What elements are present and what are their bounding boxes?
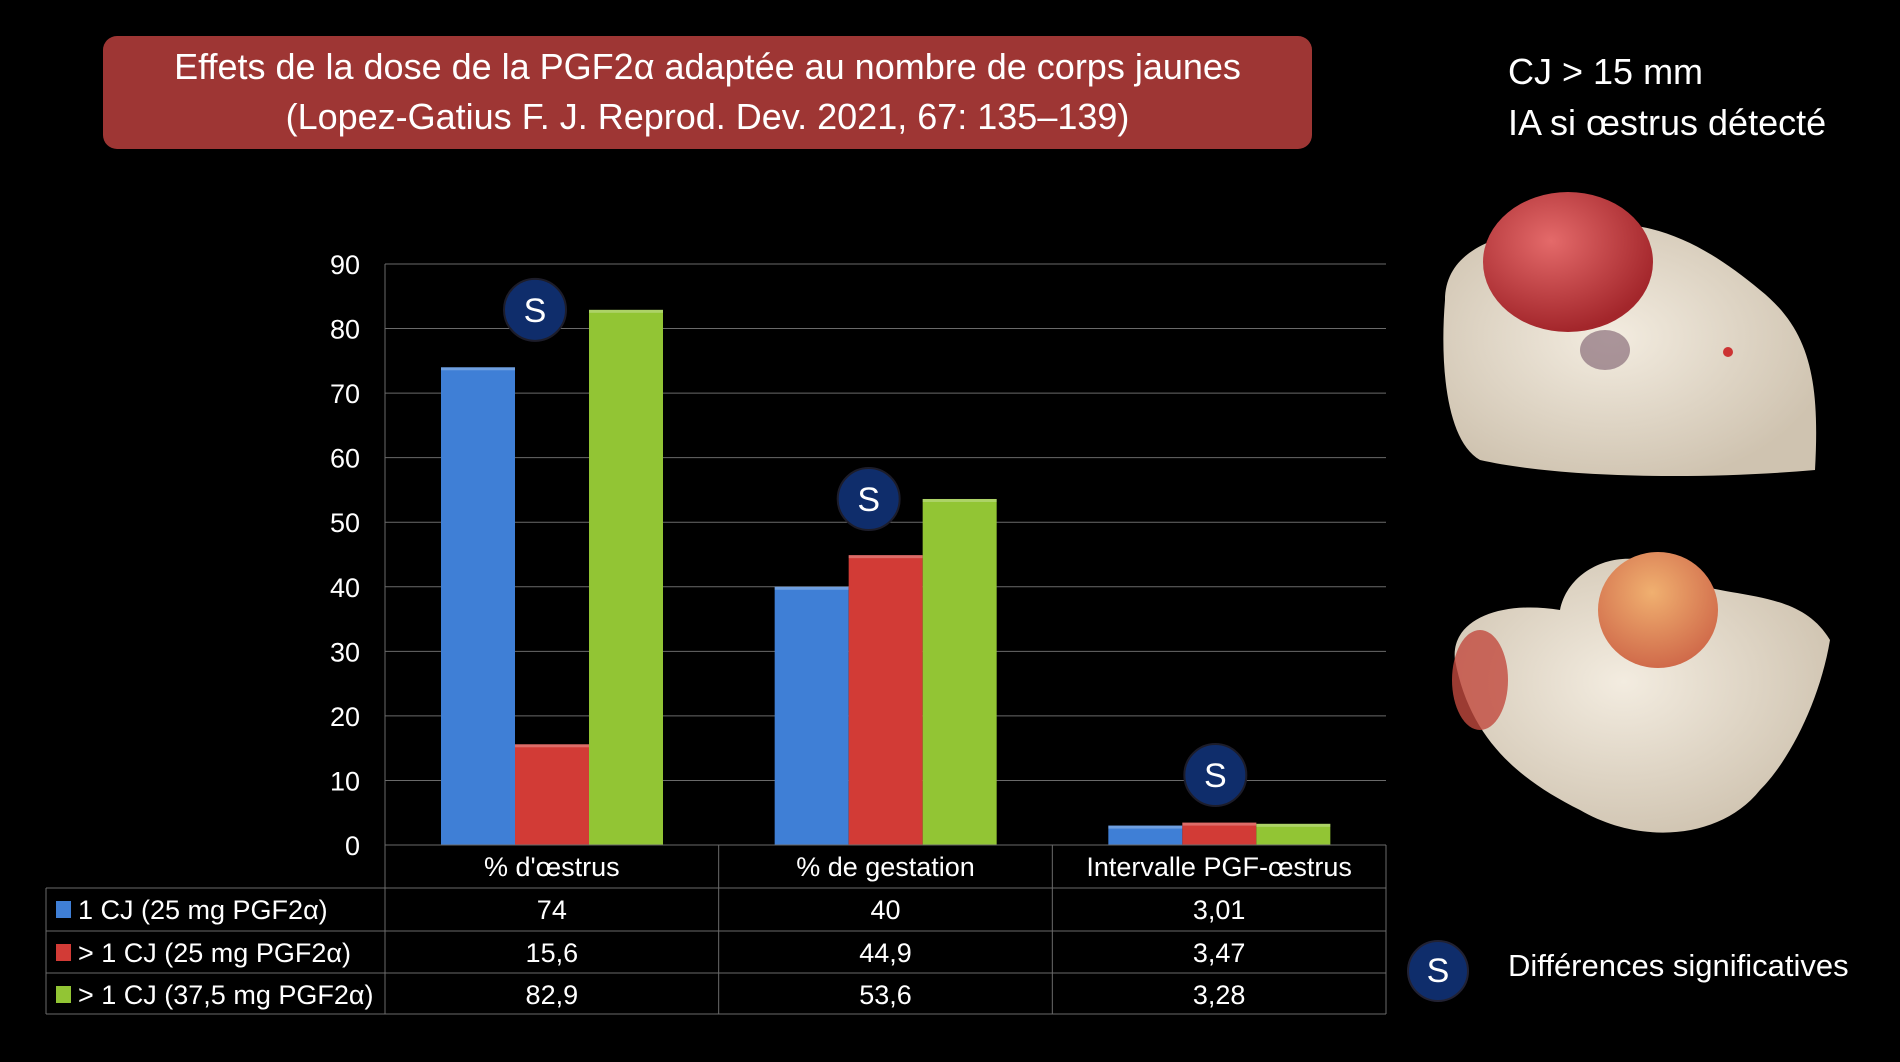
bar-highlight	[922, 498, 997, 502]
data-label: 74	[537, 895, 567, 925]
title-banner: Effets de la dose de la PGF2α adaptée au…	[103, 36, 1312, 149]
bar-highlight	[1256, 823, 1331, 827]
side-note-1: CJ > 15 mm	[1508, 51, 1704, 92]
bar-highlight	[441, 367, 515, 371]
y-tick-label: 50	[330, 508, 360, 538]
data-label: 3,28	[1193, 980, 1246, 1010]
bar-highlight	[1108, 825, 1183, 829]
y-tick-label: 40	[330, 573, 360, 603]
bar-highlight	[848, 555, 923, 559]
bar-3-3	[1256, 823, 1331, 845]
y-tick-label: 60	[330, 444, 360, 474]
significance-marker	[1183, 743, 1248, 807]
legend-label: > 1 CJ (37,5 mg PGF2α)	[78, 980, 373, 1010]
y-tick-label: 10	[330, 766, 360, 796]
legend-label: 1 CJ (25 mg PGF2α)	[78, 895, 328, 925]
significance-legend-text: Différences significatives	[1508, 948, 1849, 983]
title-line-2: (Lopez-Gatius F. J. Reprod. Dev. 2021, 6…	[285, 96, 1130, 137]
y-tick-label: 30	[330, 637, 360, 667]
y-tick-label: 90	[330, 250, 360, 280]
ovary-image-bottom	[1452, 552, 1830, 833]
data-label: 3,47	[1193, 938, 1246, 968]
significance-marker-label: S	[857, 481, 880, 519]
bar-highlight	[515, 744, 589, 748]
y-tick-label: 20	[330, 702, 360, 732]
y-tick-label: 0	[345, 831, 360, 861]
bar-3-2	[922, 498, 997, 845]
data-label: 15,6	[526, 938, 579, 968]
category-label: % de gestation	[796, 852, 975, 882]
bar-1-2	[774, 586, 849, 845]
bar-highlight	[774, 586, 849, 590]
y-tick-label: 80	[330, 315, 360, 345]
data-label: 3,01	[1193, 895, 1246, 925]
side-notes: CJ > 15 mm IA si œstrus détecté	[1508, 46, 1826, 148]
bar-1-1	[441, 367, 515, 845]
data-label: 53,6	[859, 980, 912, 1010]
significance-marker	[503, 277, 567, 342]
legend-swatch	[56, 901, 71, 918]
legend-swatch	[56, 944, 71, 961]
bar-highlight	[589, 309, 663, 313]
significance-marker-label: S	[1204, 757, 1227, 795]
bar-2-2	[848, 555, 923, 845]
bar-highlight	[1182, 822, 1257, 826]
category-label: Intervalle PGF-œstrus	[1086, 852, 1352, 882]
ovary-image-top	[1443, 192, 1817, 476]
legend-label: > 1 CJ (25 mg PGF2α)	[78, 938, 351, 968]
bar-2-3	[1182, 822, 1257, 845]
title-line-1: Effets de la dose de la PGF2α adaptée au…	[174, 46, 1241, 87]
data-label: 40	[870, 895, 900, 925]
data-label: 82,9	[526, 980, 579, 1010]
bar-3-1	[589, 309, 663, 845]
significance-marker	[836, 466, 901, 531]
legend-swatch	[56, 986, 71, 1003]
data-label: 44,9	[859, 938, 912, 968]
y-tick-label: 70	[330, 379, 360, 409]
bar-2-1	[515, 744, 589, 845]
category-label: % d'œstrus	[484, 852, 620, 882]
side-note-2: IA si œstrus détecté	[1508, 102, 1827, 143]
significance-marker-label: S	[524, 292, 547, 330]
bar-1-3	[1108, 825, 1183, 845]
significance-legend-icon: S	[1407, 940, 1469, 1002]
